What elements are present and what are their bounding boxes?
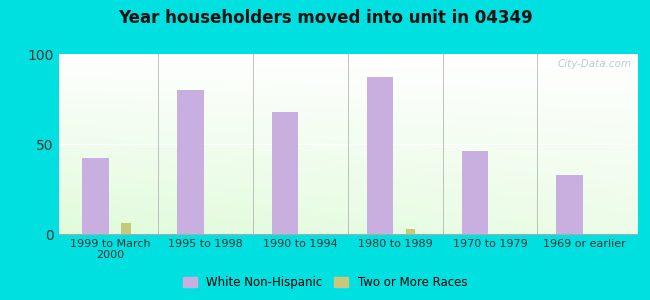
Bar xyxy=(177,90,203,234)
Bar xyxy=(367,77,393,234)
Text: Year householders moved into unit in 04349: Year householders moved into unit in 043… xyxy=(118,9,532,27)
Legend: White Non-Hispanic, Two or More Races: White Non-Hispanic, Two or More Races xyxy=(178,272,472,294)
Bar xyxy=(272,112,298,234)
Bar xyxy=(556,175,583,234)
Bar xyxy=(121,223,131,234)
Bar xyxy=(462,151,488,234)
Bar xyxy=(406,229,415,234)
Bar xyxy=(82,158,109,234)
Text: City-Data.com: City-Data.com xyxy=(557,59,631,69)
